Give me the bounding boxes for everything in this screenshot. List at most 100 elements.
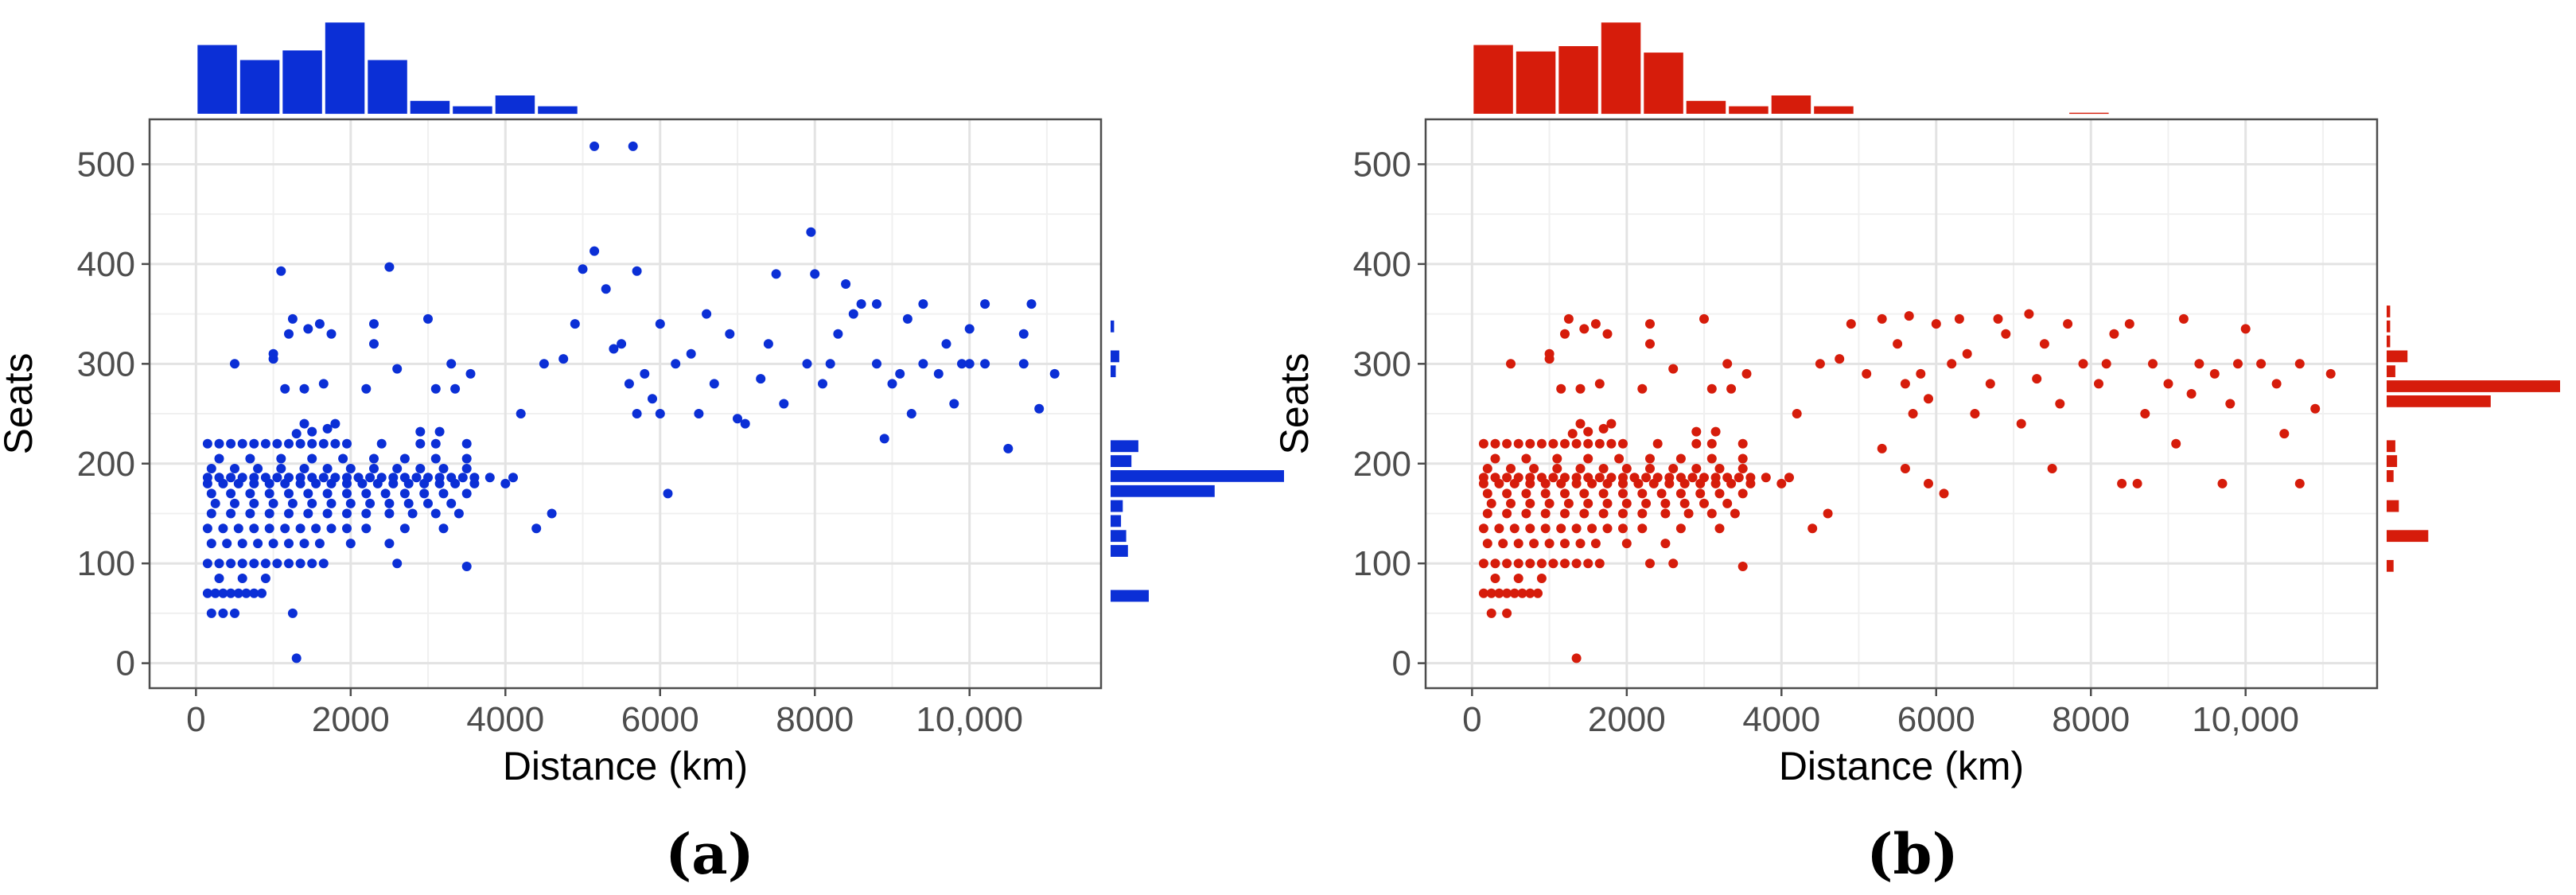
data-point [245, 453, 255, 464]
data-point [1737, 562, 1748, 571]
data-point [508, 473, 518, 483]
data-point [1478, 438, 1488, 449]
histogram-bar [1111, 530, 1127, 543]
data-point [1675, 523, 1686, 534]
data-point [1548, 473, 1558, 483]
data-point [353, 473, 364, 483]
data-point [430, 508, 441, 519]
right-histogram [1111, 320, 1284, 602]
data-point [1706, 383, 1717, 394]
data-point [2140, 409, 2150, 418]
data-point [500, 478, 511, 488]
data-point [1924, 478, 1933, 488]
data-point [1525, 558, 1535, 569]
data-point [1660, 508, 1671, 519]
data-point [1034, 403, 1045, 414]
data-point [2039, 339, 2049, 349]
data-point [214, 453, 224, 464]
data-point [1776, 478, 1787, 488]
data-point [1706, 508, 1717, 519]
data-point [802, 359, 812, 369]
histogram-bar [1111, 500, 1123, 512]
y-tick-label: 100 [1353, 544, 1411, 583]
data-point [365, 473, 376, 483]
data-point [1784, 473, 1794, 483]
data-point [415, 464, 426, 473]
data-point [856, 299, 866, 309]
data-point [1985, 379, 1995, 389]
data-points [1478, 309, 2336, 663]
data-point [303, 324, 313, 334]
histogram-bar [2387, 320, 2391, 333]
data-point [257, 588, 267, 598]
x-tick-label: 10,000 [916, 700, 1023, 739]
data-point [438, 464, 449, 473]
data-point [1556, 383, 1566, 394]
data-point [1563, 498, 1574, 508]
data-point [1590, 319, 1601, 329]
data-point [272, 473, 282, 483]
x-tick-label: 4000 [466, 700, 544, 739]
y-tick-label: 0 [1392, 644, 1411, 683]
data-point [671, 359, 681, 369]
top-histogram [197, 22, 578, 115]
data-point [230, 608, 239, 618]
data-point [609, 344, 619, 354]
data-point [1675, 473, 1686, 483]
data-point [1637, 508, 1648, 519]
data-point [384, 262, 395, 272]
data-point [2148, 359, 2158, 369]
data-point [230, 359, 239, 369]
data-point [307, 558, 317, 569]
data-point [1544, 498, 1555, 508]
data-point [202, 473, 212, 483]
data-point [326, 498, 337, 508]
data-point [249, 523, 259, 534]
data-point [1560, 329, 1570, 339]
data-point [361, 508, 372, 519]
data-point [531, 523, 542, 534]
data-point [407, 508, 418, 519]
histogram-bar [1558, 46, 1598, 114]
data-point [461, 562, 472, 571]
data-point [1525, 498, 1535, 508]
data-point [918, 299, 928, 309]
histogram-bar [1111, 470, 1284, 482]
data-point [1521, 508, 1531, 519]
data-point [2233, 359, 2243, 369]
data-point [264, 523, 274, 534]
data-point [1629, 473, 1640, 483]
data-point [1598, 488, 1609, 499]
data-point [392, 364, 403, 374]
data-point [1536, 558, 1547, 569]
data-point [280, 383, 290, 394]
data-point [384, 539, 395, 549]
data-point [284, 539, 294, 549]
data-point [376, 438, 387, 449]
data-point [469, 473, 480, 483]
data-point [2279, 429, 2290, 439]
data-point [895, 368, 905, 379]
data-point [825, 359, 835, 369]
data-point [872, 359, 881, 369]
data-point [1947, 359, 1957, 369]
data-point [1621, 539, 1632, 549]
data-point [299, 383, 309, 394]
data-point [1618, 438, 1628, 449]
data-point [941, 339, 951, 349]
data-point [1652, 438, 1663, 449]
data-point [1552, 453, 1562, 464]
data-point [210, 588, 220, 598]
y-tick-label: 500 [1353, 145, 1411, 184]
data-point [1660, 539, 1671, 549]
data-point [1560, 508, 1570, 519]
data-point [1502, 473, 1512, 483]
data-point [318, 438, 329, 449]
data-point [1482, 464, 1492, 473]
data-point [206, 539, 216, 549]
data-point [1652, 473, 1663, 483]
data-point [299, 464, 309, 473]
data-point [933, 368, 944, 379]
data-point [1691, 464, 1702, 473]
data-point [1502, 558, 1512, 569]
